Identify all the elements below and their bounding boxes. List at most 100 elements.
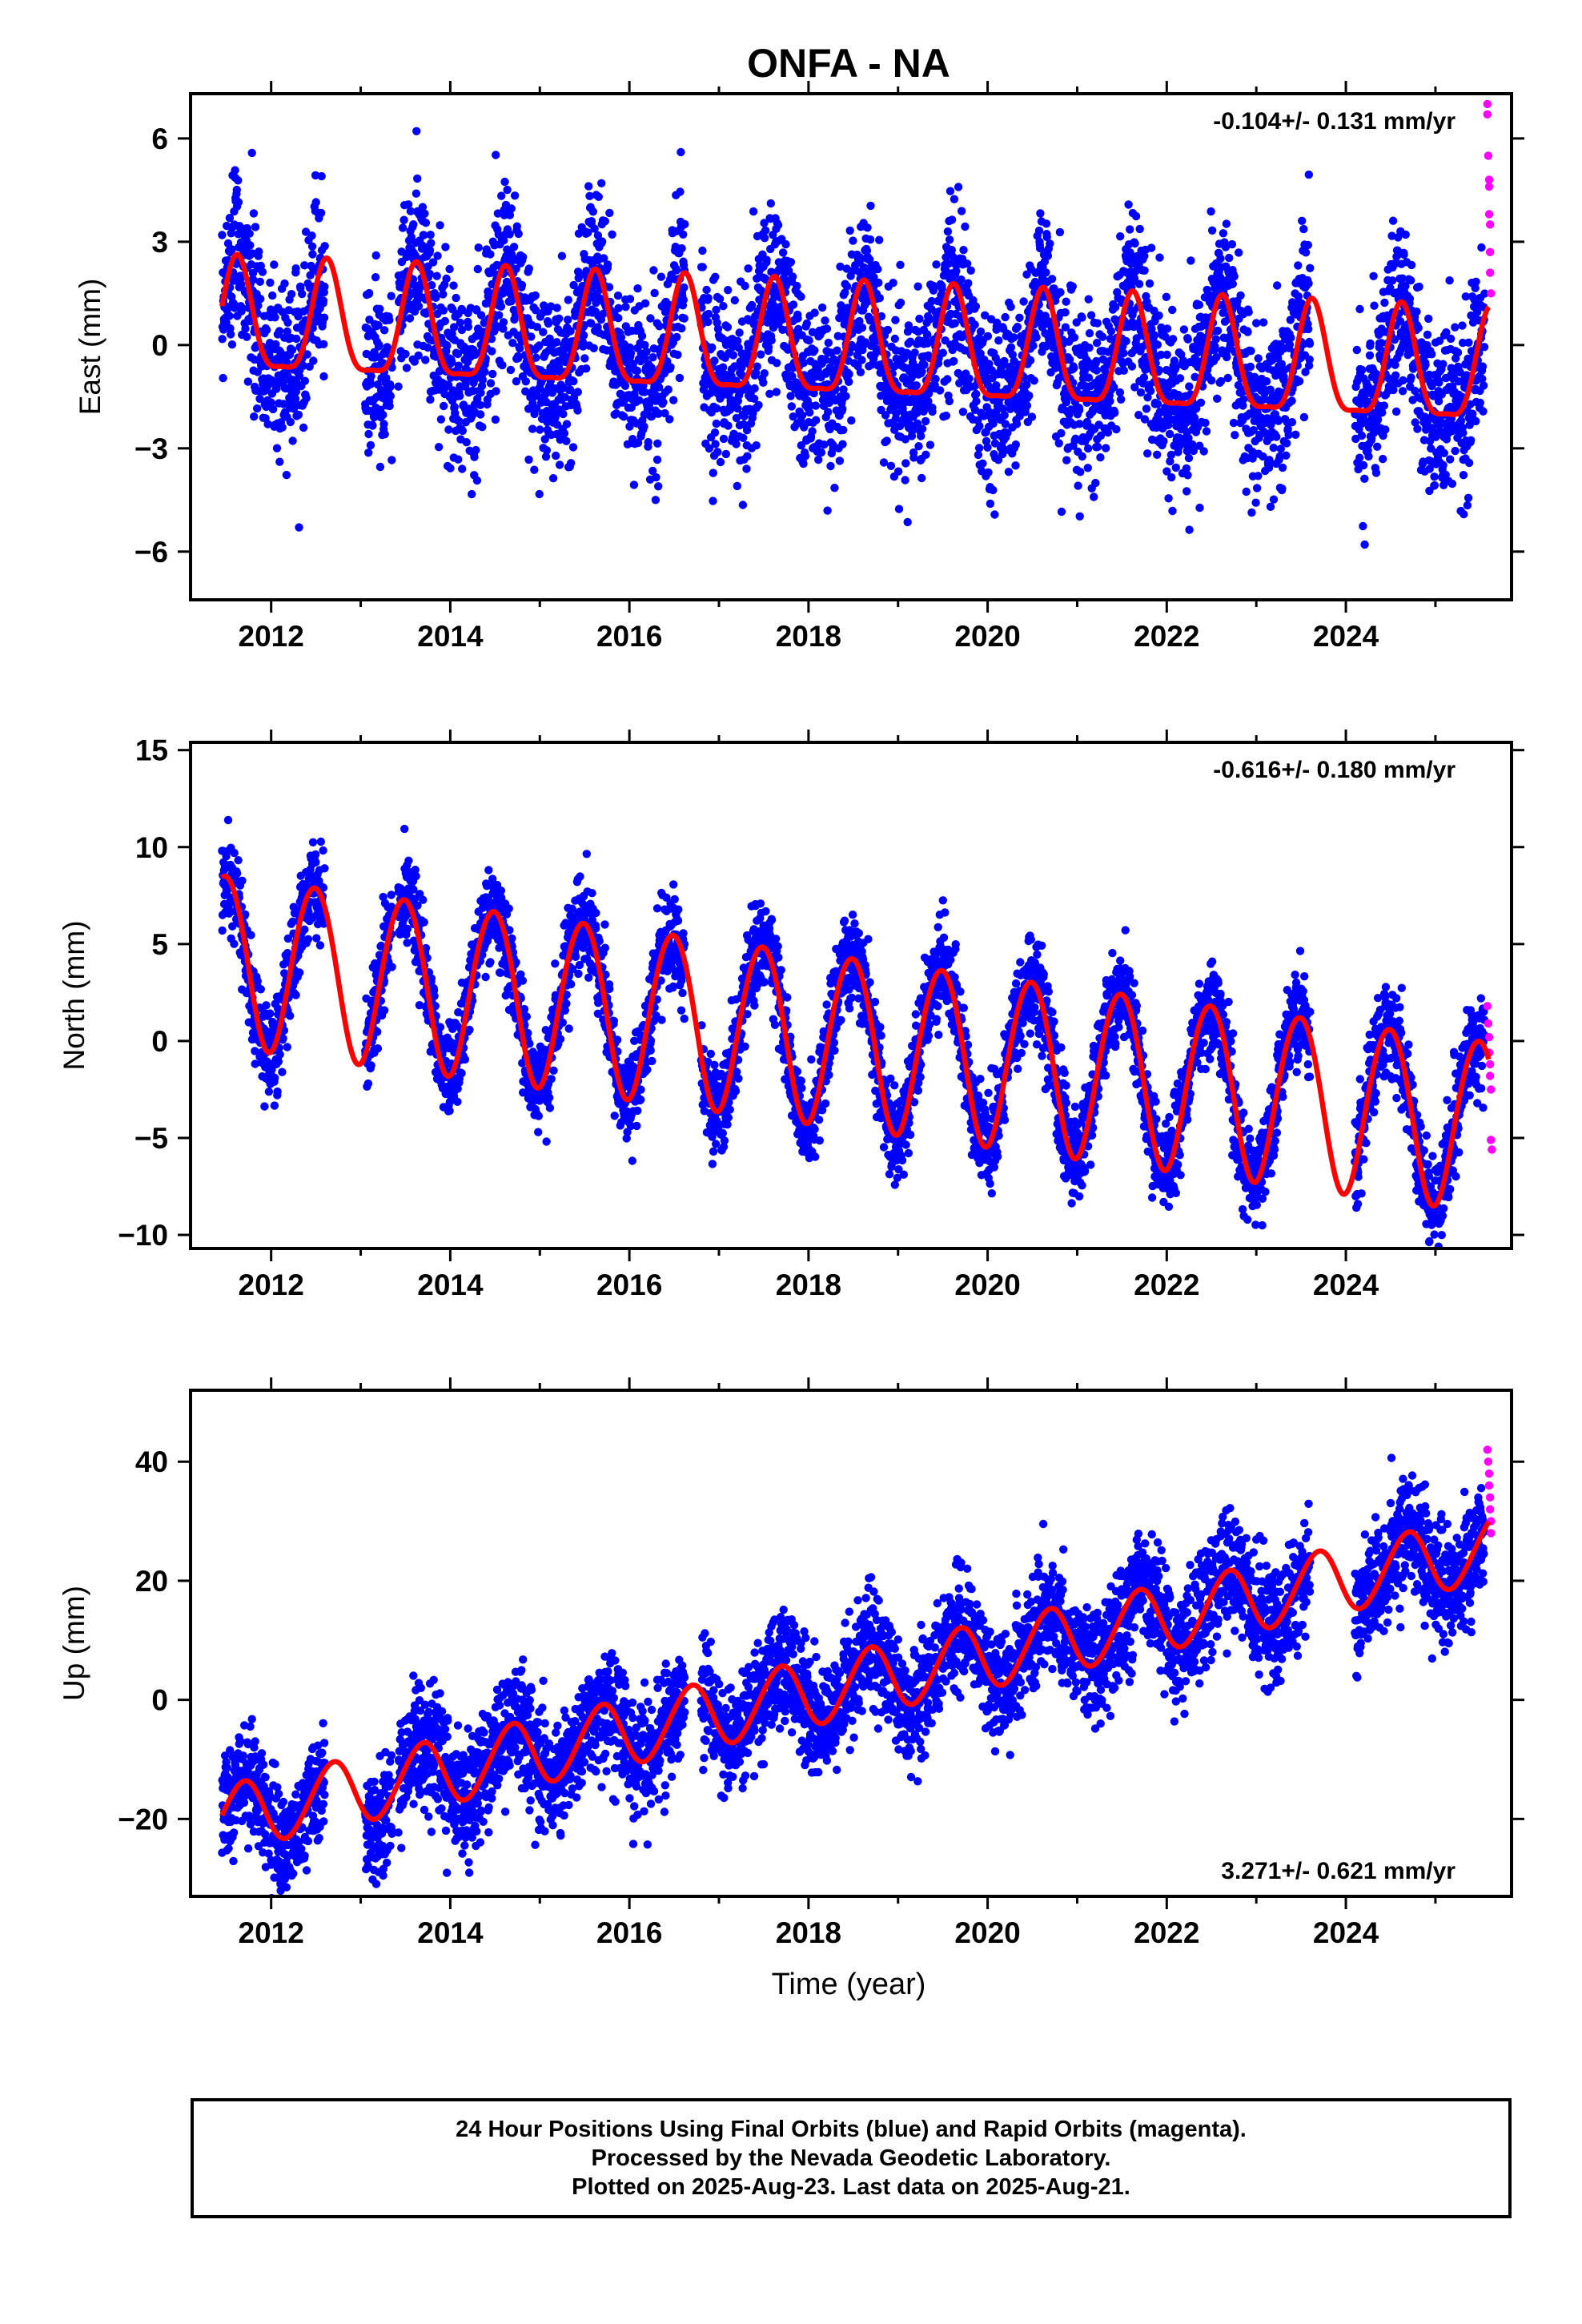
final-point bbox=[1359, 460, 1368, 470]
final-point bbox=[1076, 468, 1085, 476]
final-point bbox=[492, 151, 500, 159]
final-point bbox=[1254, 472, 1263, 480]
final-point bbox=[448, 305, 457, 314]
final-point bbox=[1305, 340, 1315, 348]
final-point bbox=[387, 292, 396, 300]
final-point bbox=[535, 341, 544, 350]
final-point bbox=[562, 436, 571, 445]
final-point bbox=[1019, 297, 1028, 306]
final-point bbox=[223, 815, 233, 825]
final-point bbox=[453, 349, 463, 359]
final-point bbox=[1472, 277, 1480, 286]
final-point bbox=[986, 499, 995, 509]
final-point bbox=[1355, 453, 1364, 462]
final-point bbox=[1022, 401, 1032, 410]
rapid-orbit-points bbox=[1483, 99, 1496, 298]
final-point bbox=[320, 242, 329, 251]
final-point bbox=[1119, 366, 1129, 375]
final-point bbox=[799, 358, 808, 368]
final-point bbox=[614, 314, 623, 323]
final-point bbox=[653, 439, 662, 448]
final-point bbox=[1025, 391, 1034, 400]
x-tick-label: 2020 bbox=[954, 620, 1020, 653]
final-point bbox=[1283, 439, 1291, 448]
final-point bbox=[767, 336, 776, 345]
final-point bbox=[555, 314, 564, 323]
final-point bbox=[1464, 338, 1473, 347]
final-point bbox=[279, 400, 288, 408]
final-point bbox=[826, 461, 835, 471]
final-point bbox=[659, 398, 668, 407]
final-point bbox=[738, 501, 748, 509]
final-point bbox=[675, 373, 685, 383]
final-point bbox=[664, 385, 673, 394]
final-point bbox=[232, 185, 241, 195]
final-point bbox=[1304, 279, 1313, 288]
final-point bbox=[540, 301, 548, 310]
final-point bbox=[711, 272, 720, 281]
final-point bbox=[1162, 324, 1172, 333]
final-point bbox=[488, 347, 496, 356]
final-point bbox=[762, 255, 771, 264]
final-point bbox=[1446, 334, 1456, 344]
final-point bbox=[472, 445, 480, 455]
final-point bbox=[432, 293, 440, 302]
final-point bbox=[308, 250, 317, 259]
final-point bbox=[445, 264, 454, 274]
final-point bbox=[364, 429, 373, 439]
final-point bbox=[1223, 373, 1232, 383]
final-point bbox=[1043, 251, 1053, 260]
final-point bbox=[480, 368, 489, 376]
final-point bbox=[367, 380, 375, 388]
final-point bbox=[514, 354, 523, 363]
final-point bbox=[976, 327, 986, 336]
final-point bbox=[648, 353, 657, 362]
final-point bbox=[1391, 371, 1400, 380]
final-point bbox=[1091, 478, 1100, 488]
final-point bbox=[450, 402, 459, 412]
final-point bbox=[385, 316, 394, 324]
final-point bbox=[298, 289, 307, 299]
final-point bbox=[440, 316, 449, 326]
final-point bbox=[965, 374, 974, 383]
final-point bbox=[814, 455, 823, 464]
final-point bbox=[1305, 355, 1314, 364]
final-point bbox=[1405, 294, 1415, 304]
plot-area bbox=[218, 815, 1496, 1248]
final-point bbox=[1168, 506, 1177, 516]
final-point bbox=[958, 408, 968, 416]
final-point bbox=[226, 330, 235, 339]
final-point bbox=[1407, 260, 1416, 270]
final-point bbox=[1254, 354, 1263, 363]
final-point bbox=[978, 459, 987, 468]
final-point bbox=[1183, 335, 1193, 344]
final-point bbox=[640, 422, 648, 431]
final-point bbox=[294, 410, 303, 420]
final-point bbox=[379, 420, 388, 428]
y-tick-label: −6 bbox=[135, 536, 168, 569]
final-point bbox=[263, 420, 272, 428]
final-point bbox=[704, 317, 713, 327]
final-point bbox=[749, 394, 759, 403]
final-point bbox=[1047, 275, 1057, 283]
final-point bbox=[974, 444, 984, 452]
final-point bbox=[913, 282, 922, 291]
final-point bbox=[449, 323, 459, 332]
final-point bbox=[1056, 287, 1065, 297]
final-point bbox=[1357, 431, 1367, 440]
final-point bbox=[413, 174, 422, 183]
final-point bbox=[1242, 487, 1251, 497]
final-point bbox=[781, 239, 790, 249]
final-point bbox=[530, 465, 539, 474]
final-point bbox=[1439, 448, 1449, 457]
final-point bbox=[573, 388, 582, 396]
final-point bbox=[442, 274, 451, 283]
final-point bbox=[600, 254, 608, 263]
final-point bbox=[1222, 219, 1231, 228]
final-point bbox=[1167, 472, 1176, 482]
final-point bbox=[225, 312, 234, 320]
final-point bbox=[938, 348, 948, 357]
final-point bbox=[559, 409, 568, 419]
final-point bbox=[1439, 360, 1447, 368]
final-point bbox=[654, 409, 663, 418]
